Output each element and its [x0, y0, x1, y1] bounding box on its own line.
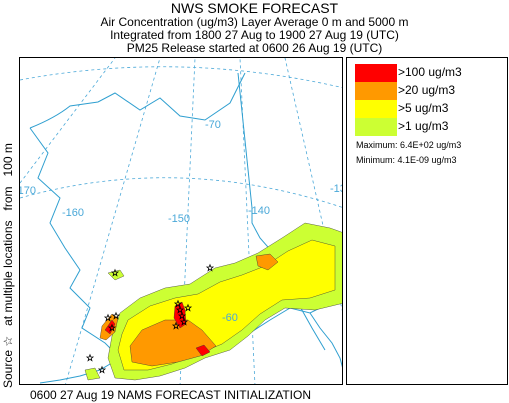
forecast-footer: 0600 27 Aug 19 NAMS FORECAST INITIALIZAT…	[30, 388, 311, 402]
source-side-label: Source ☆ at multiple locations from 100 …	[0, 58, 19, 388]
source-star-marker	[110, 268, 120, 277]
legend-item-5: >5 ug/m3	[355, 100, 505, 118]
plume-band-100ug-south	[195, 344, 211, 357]
source-star-marker	[171, 321, 181, 330]
release-info: PM25 Release started at 0600 26 Aug 19 (…	[126, 41, 383, 55]
legend-swatch-20	[355, 82, 397, 100]
legend-swatch-5	[355, 100, 397, 118]
lat-label-60: -60	[222, 312, 238, 324]
source-star-marker	[97, 365, 107, 374]
north-coast	[29, 72, 246, 129]
source-markers	[85, 263, 215, 374]
legend-swatch-100	[355, 64, 397, 82]
lon-label-140: -140	[248, 205, 270, 217]
lon-label-130: -130	[330, 183, 343, 195]
source-star-marker	[103, 313, 113, 322]
source-star-marker	[179, 317, 189, 326]
legend-maximum: Maximum: 6.4E+02 ug/m3	[356, 140, 462, 150]
legend-item-1: >1 ug/m3	[355, 118, 505, 136]
legend-item-100: >100 ug/m3	[355, 64, 505, 82]
smoke-map: -170 -160 -150 -140 -130 -70 -60	[20, 58, 343, 384]
legend-label-5: >5 ug/m3	[398, 101, 449, 115]
latitude-line-north	[20, 66, 342, 88]
source-star-marker	[85, 353, 95, 362]
legend-item-20: >20 ug/m3	[355, 82, 505, 100]
source-star-marker	[177, 311, 187, 320]
lon-label-160: -160	[62, 207, 84, 219]
source-star-marker	[173, 299, 183, 308]
latitude-line-mid	[20, 177, 342, 208]
lat-label-70: -70	[205, 119, 221, 131]
longitude-labels: -170 -160 -150 -140 -130 -70 -60	[20, 119, 343, 324]
source-star-marker	[183, 303, 193, 312]
concentration-subtitle: Air Concentration (ug/m3) Layer Average …	[100, 15, 409, 29]
source-star-marker	[107, 323, 117, 332]
source-star-marker	[175, 305, 185, 314]
panhandle-coast	[309, 312, 342, 368]
source-label-text: Source ☆ at multiple locations from 100 …	[1, 143, 15, 388]
west-coast	[29, 127, 141, 364]
legend-minimum: Minimum: 4.1E-09 ug/m3	[356, 155, 457, 165]
meridian-170	[20, 58, 116, 184]
smoke-plume	[84, 222, 342, 381]
map-panel: -170 -160 -150 -140 -130 -70 -60	[19, 57, 343, 385]
source-star-marker	[205, 263, 215, 272]
legend-label-1: >1 ug/m3	[398, 119, 449, 133]
lon-label-150: -150	[168, 213, 190, 225]
map-title: NWS SMOKE FORECAST	[170, 0, 339, 16]
legend-panel: >100 ug/m3 >20 ug/m3 >5 ug/m3 >1 ug/m3 M…	[346, 57, 508, 385]
legend-label-20: >20 ug/m3	[398, 83, 456, 97]
source-star-marker	[111, 311, 121, 320]
plume-band-20ug-east	[255, 253, 279, 271]
legend-swatch-1	[355, 118, 397, 136]
integration-period: Integrated from 1800 27 Aug to 1900 27 A…	[110, 28, 399, 42]
lon-label-170: -170	[20, 185, 36, 197]
plume-patch-sw	[84, 367, 101, 381]
meridian-160	[65, 58, 161, 384]
aleutian-chain	[39, 357, 121, 384]
legend-label-100: >100 ug/m3	[398, 65, 462, 79]
